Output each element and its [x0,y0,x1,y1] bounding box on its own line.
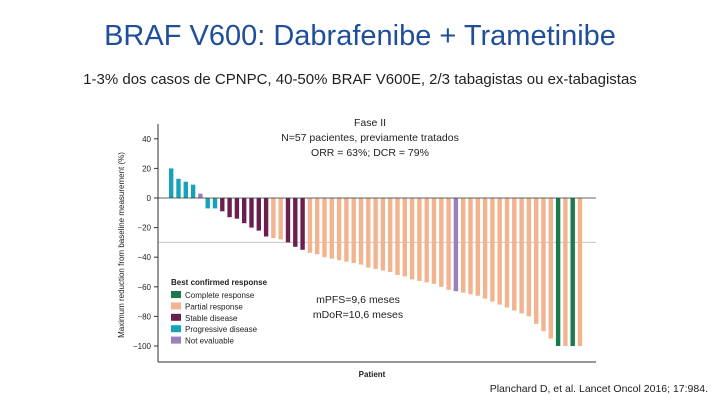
legend-swatch-sd [171,313,181,321]
legend-swatch-cr [171,291,181,298]
y-tick-label: 20 [142,164,151,173]
bar-patient-18 [293,198,298,247]
bar-patient-42 [468,198,473,295]
y-tick-label: −40 [137,253,151,262]
bar-patient-17 [285,198,291,243]
y-tick-label: −20 [137,224,151,233]
bar-patient-44 [482,198,488,299]
legend-label-pd: Progressive disease [185,325,258,334]
bar-patient-41 [461,198,466,293]
y-tick-label: −80 [137,312,151,321]
bar-patient-55 [563,198,568,346]
y-tick-label: 40 [142,135,151,144]
legend-swatch-pr [171,302,181,310]
bar-patient-35 [417,198,422,281]
bar-patient-53 [548,198,553,339]
legend-label-cr: Complete response [185,291,255,300]
bar-patient-31 [388,198,393,272]
pfs-text: mPFS=9,6 meses [316,294,400,306]
survival-annotation: mPFS=9,6 meses mDoR=10,6 meses [296,293,420,323]
bar-patient-19 [300,198,305,250]
legend-box [168,273,286,349]
bar-patient-9 [227,198,232,218]
bar-patient-33 [402,198,407,277]
legend-title: Best confirmed response [171,278,268,287]
bar-patient-5 [198,193,203,198]
legend-label-sd: Stable disease [185,314,238,323]
bar-patient-50 [526,198,532,317]
bar-patient-27 [358,198,364,265]
bar-patient-37 [431,198,437,284]
trial-response-text: ORR = 63%; DCR = 79% [311,147,429,159]
bar-patient-14 [263,198,269,237]
bar-patient-2 [176,178,181,198]
source-citation: Planchard D, et al. Lancet Oncol 2016; 1… [489,383,708,395]
y-axis-label: Maximum reduction from baseline measurem… [117,152,126,338]
bar-patient-25 [344,198,349,262]
legend-swatch-ne [171,336,181,344]
bar-patient-56 [570,198,575,346]
bar-patient-26 [351,198,356,264]
y-tick-label: −60 [137,283,151,292]
bar-patient-57 [577,198,583,346]
bar-patient-39 [446,198,451,290]
bar-patient-24 [336,198,342,261]
bar-patient-10 [234,198,240,219]
bar-patient-15 [271,198,276,238]
bar-patient-43 [475,198,480,296]
legend-label-ne: Not evaluable [185,337,234,346]
bar-patient-7 [212,198,218,209]
bar-patient-47 [504,198,510,308]
bar-patient-34 [409,198,415,280]
bar-patient-51 [534,198,539,324]
slide-title: BRAF V600: Dabrafenibe + Trametinibe [104,20,616,52]
bar-patient-23 [329,198,334,259]
bar-patient-13 [256,198,261,231]
legend-swatch-pd [171,325,181,333]
bar-patient-52 [541,198,546,332]
bar-patient-36 [424,198,429,283]
bar-patient-48 [512,198,517,311]
y-tick-label: −100 [133,342,152,351]
x-axis-label: Patient [359,370,386,379]
dor-text: mDoR=10,6 meses [312,309,404,321]
bar-patient-28 [366,198,371,268]
bar-patient-46 [497,198,502,305]
bar-patient-20 [307,198,313,253]
bar-patient-21 [315,198,320,255]
bar-patient-3 [183,181,188,198]
bar-patient-16 [278,198,283,240]
bar-patient-54 [555,198,561,346]
bar-patient-1 [169,168,174,198]
bar-patient-8 [220,198,225,212]
legend-label-pr: Partial response [185,302,243,311]
y-tick-label: 0 [147,194,152,203]
bar-patient-38 [439,198,444,287]
trial-patients-text: N=57 pacientes, previamente tratados [281,132,459,144]
bar-patient-6 [205,198,210,209]
trial-phase-text: Fase II [353,117,387,129]
bar-patient-29 [373,198,378,269]
bar-patient-11 [242,198,247,224]
bar-patient-30 [380,198,386,271]
bar-patient-12 [249,198,254,228]
slide-subtitle: 1-3% dos casos de CPNPC, 40-50% BRAF V60… [83,71,637,88]
bar-patient-32 [395,198,400,275]
bar-patient-4 [190,184,196,198]
bar-patient-22 [322,198,327,258]
bar-patient-40 [453,198,459,292]
bar-patient-49 [519,198,524,314]
bar-patient-45 [490,198,495,302]
trial-annotation: Fase II N=57 pacientes, previamente trat… [250,116,490,161]
